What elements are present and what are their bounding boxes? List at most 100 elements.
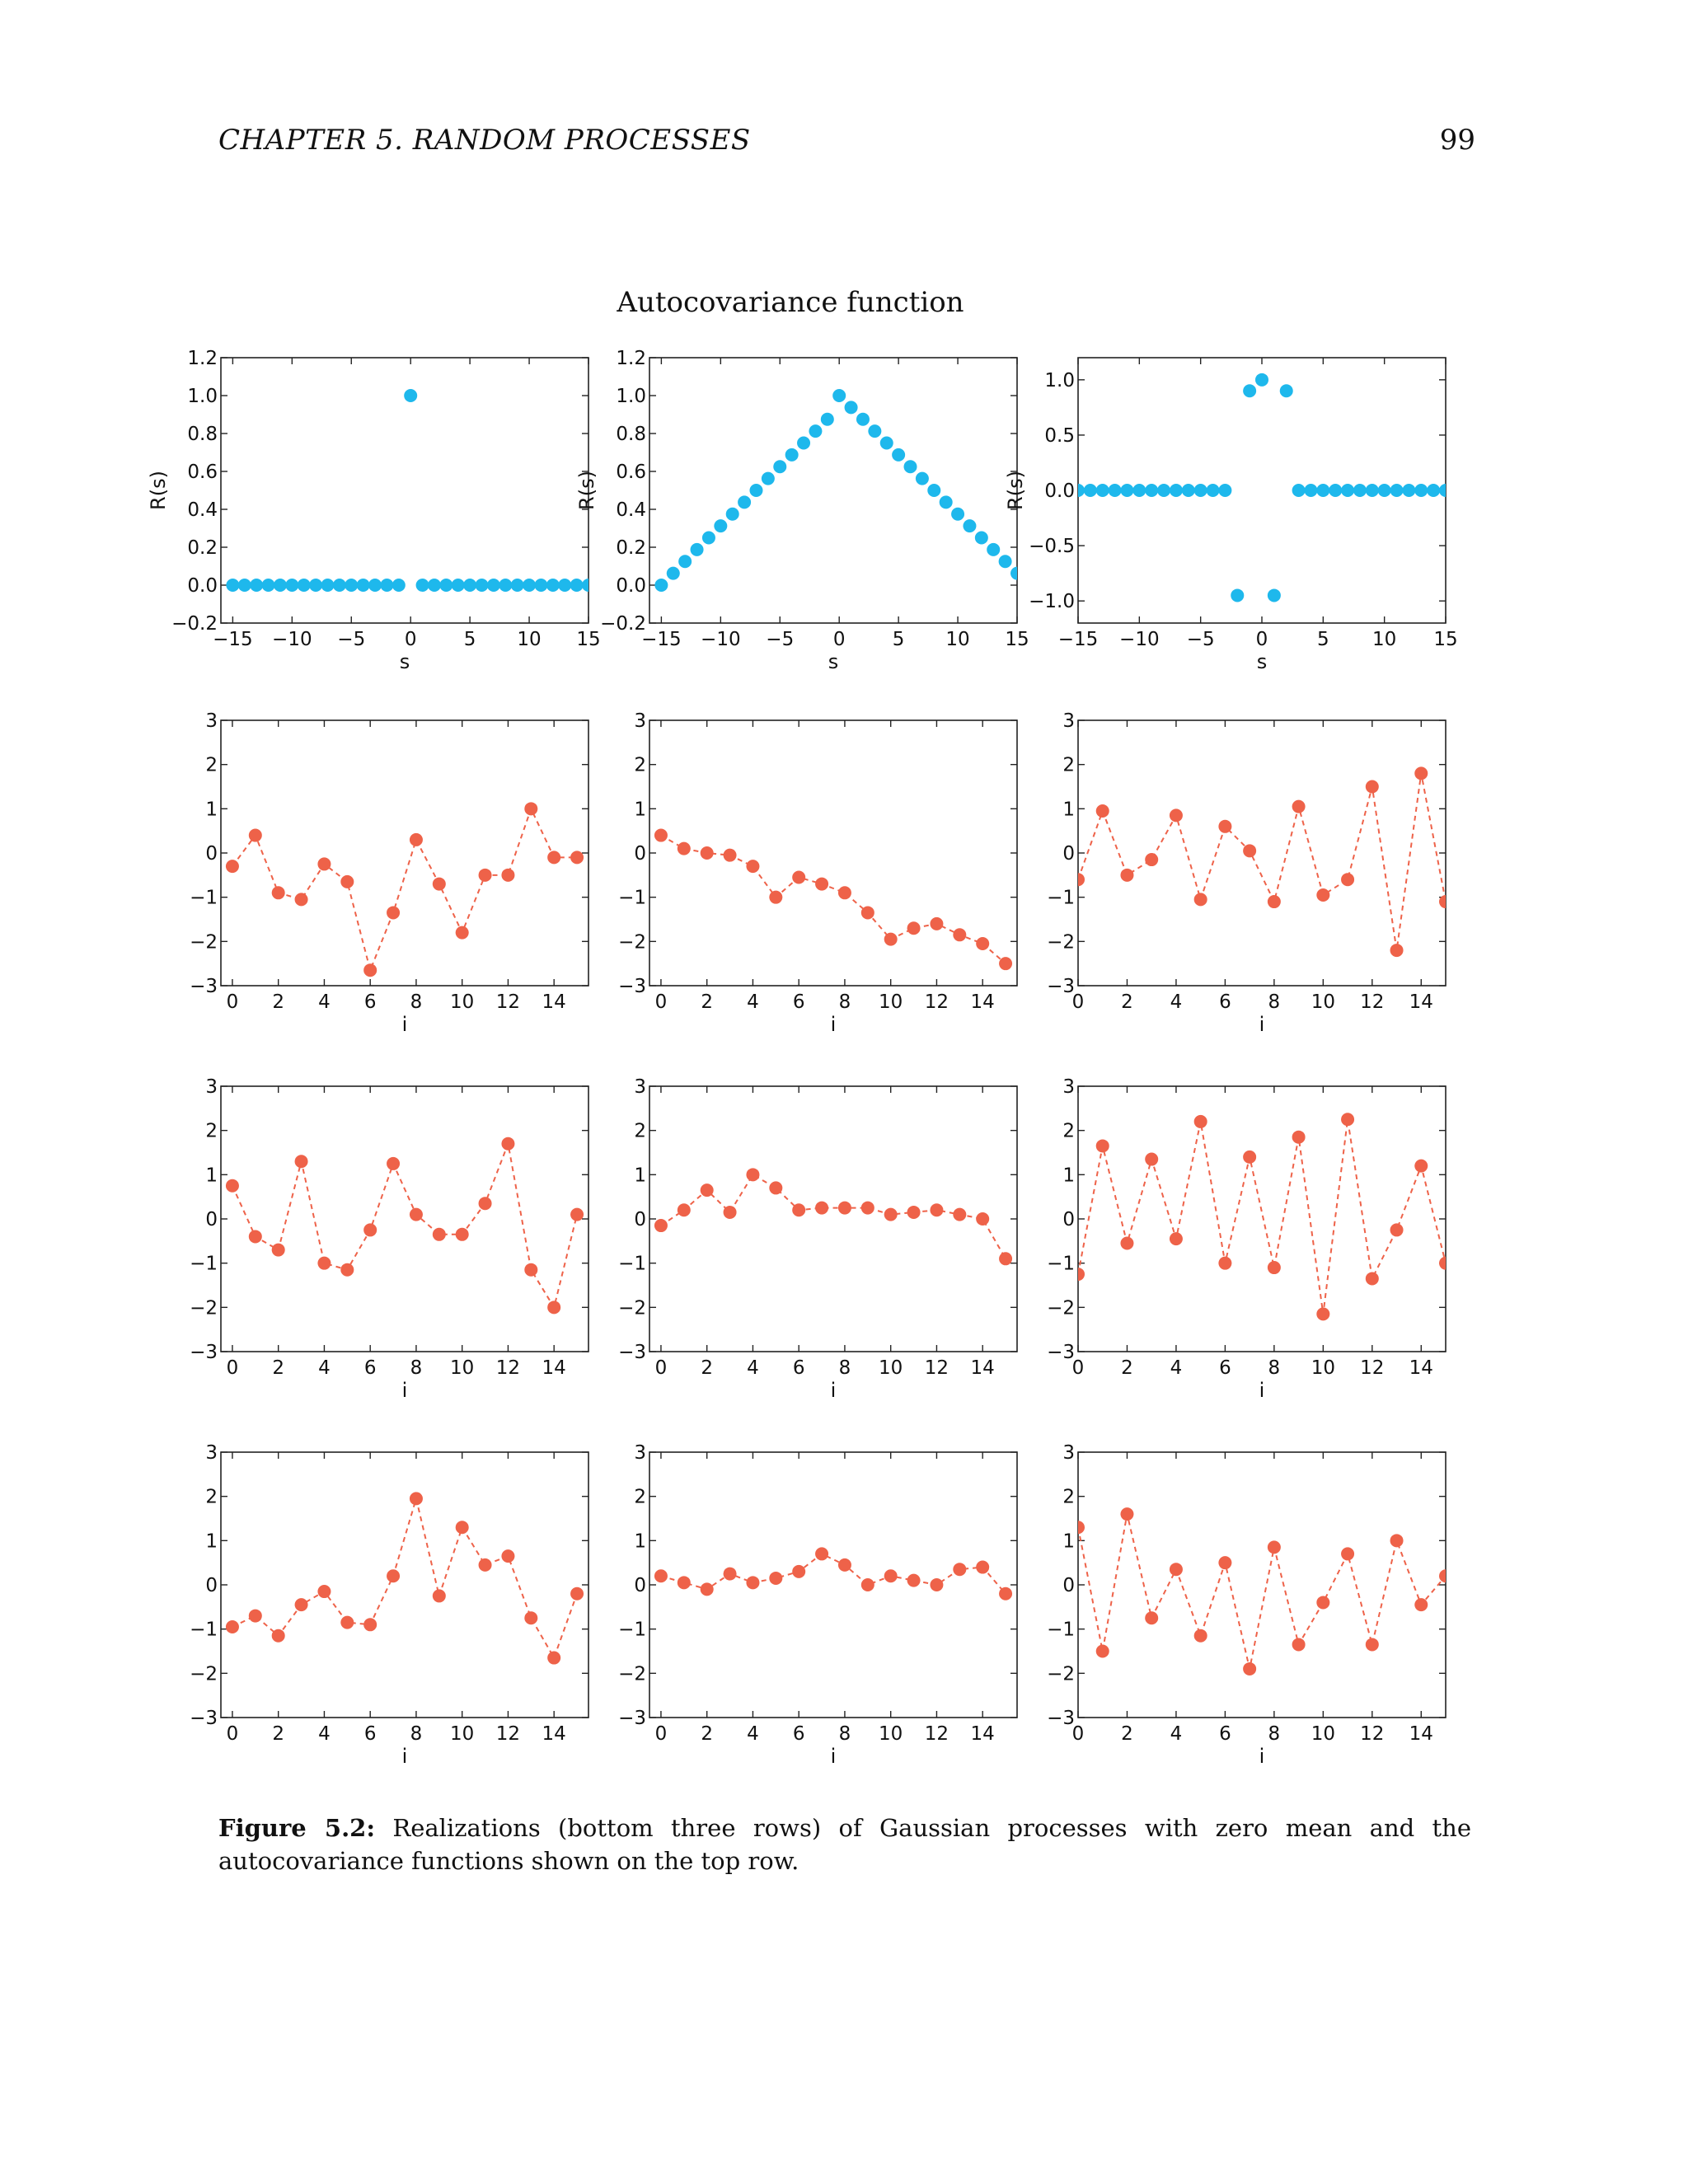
x-tick-label: 8 — [1268, 1357, 1281, 1379]
data-point — [927, 484, 941, 497]
y-tick-label: 3 — [1062, 1076, 1075, 1098]
x-tick-label: 0 — [655, 1357, 668, 1379]
data-point — [1145, 484, 1159, 497]
data-point — [285, 579, 299, 592]
data-point — [524, 802, 538, 816]
data-point — [392, 579, 406, 592]
x-tick-label: 8 — [1268, 991, 1281, 1013]
plot-area — [1078, 1113, 1446, 1321]
data-point — [1218, 1556, 1232, 1570]
data-point — [700, 1582, 714, 1596]
y-tick-label: 3 — [205, 1442, 218, 1464]
data-point — [953, 928, 967, 942]
x-axis-label: s — [828, 650, 839, 673]
data-point — [837, 1201, 851, 1215]
y-tick-label: 2 — [634, 1487, 646, 1508]
x-tick-label: −10 — [272, 629, 312, 650]
y-tick-label: 0.8 — [616, 424, 646, 445]
data-point — [409, 1207, 423, 1221]
x-tick-label: 14 — [1409, 1723, 1433, 1745]
x-tick-label: 0 — [1072, 1357, 1085, 1379]
data-point — [1083, 484, 1097, 497]
data-point — [510, 579, 524, 592]
data-point — [654, 579, 668, 592]
x-tick-label: 14 — [971, 1357, 995, 1379]
x-tick-label: −5 — [766, 629, 794, 650]
x-tick-label: 4 — [747, 1723, 759, 1745]
y-tick-label: −3 — [1047, 1342, 1075, 1363]
data-point — [1095, 804, 1109, 818]
data-point — [475, 579, 489, 592]
data-point — [1390, 1223, 1404, 1237]
x-axis-label: i — [402, 1013, 408, 1036]
plot-area — [654, 1168, 1013, 1266]
data-point — [1414, 1159, 1428, 1173]
data-point — [1243, 1661, 1257, 1675]
y-tick-label: −3 — [618, 1708, 646, 1729]
x-tick-label: 4 — [747, 1357, 759, 1379]
y-tick-label: −3 — [190, 1342, 218, 1363]
data-point — [404, 389, 418, 402]
x-tick-label: 6 — [1219, 991, 1231, 1013]
data-point — [792, 1203, 806, 1217]
data-point — [356, 579, 370, 592]
data-point — [225, 860, 239, 874]
x-tick-label: 6 — [1219, 1723, 1231, 1745]
data-point — [773, 460, 787, 474]
data-point — [1341, 1547, 1355, 1561]
data-point — [1157, 484, 1171, 497]
data-point — [317, 1256, 331, 1270]
data-point — [432, 877, 446, 891]
y-tick-label: −0.5 — [1029, 536, 1075, 557]
data-point — [837, 886, 851, 900]
data-point — [1279, 384, 1293, 398]
data-point — [1365, 484, 1379, 497]
data-point — [976, 1212, 990, 1226]
series-line — [232, 1495, 579, 1660]
data-point — [654, 828, 668, 842]
data-point — [340, 1615, 354, 1629]
y-axis-label: R(s) — [1004, 471, 1027, 510]
data-point — [432, 1589, 446, 1603]
x-tick-label: 8 — [839, 1357, 851, 1379]
x-tick-label: 5 — [1317, 629, 1329, 650]
x-axis-label: i — [1259, 1379, 1265, 1402]
x-tick-label: 6 — [364, 991, 377, 1013]
y-tick-label: 0.4 — [187, 499, 218, 521]
y-tick-label: −1 — [190, 888, 218, 909]
x-tick-label: −5 — [337, 629, 365, 650]
data-point — [746, 1168, 760, 1182]
y-tick-label: −0.2 — [600, 613, 646, 635]
data-point — [478, 1197, 492, 1211]
y-tick-label: 0.2 — [616, 537, 646, 559]
y-tick-label: 0.0 — [1044, 480, 1075, 502]
data-point — [1329, 484, 1343, 497]
plot-area — [225, 1492, 584, 1665]
y-tick-label: 2 — [1062, 755, 1075, 776]
x-tick-label: 10 — [1311, 1723, 1335, 1745]
data-point — [654, 1219, 668, 1233]
x-axis-label: i — [831, 1745, 837, 1768]
y-tick-label: −1 — [618, 1619, 646, 1641]
x-tick-label: 4 — [747, 991, 759, 1013]
x-tick-label: 12 — [496, 1723, 520, 1745]
y-tick-label: 1.0 — [1044, 370, 1075, 391]
x-tick-label: 10 — [450, 1723, 474, 1745]
x-tick-label: 10 — [879, 1357, 903, 1379]
data-point — [1304, 484, 1318, 497]
figure-suptitle: Autocovariance function — [616, 286, 964, 319]
data-point — [951, 507, 965, 521]
data-point — [297, 579, 311, 592]
y-tick-label: 0.8 — [187, 424, 218, 445]
x-tick-label: 8 — [839, 991, 851, 1013]
x-tick-label: 0 — [227, 1723, 239, 1745]
data-point — [1181, 484, 1195, 497]
data-point — [769, 890, 783, 904]
data-point — [225, 1179, 239, 1193]
x-tick-label: 12 — [1360, 1357, 1384, 1379]
data-point — [415, 579, 429, 592]
data-point — [907, 921, 921, 935]
data-point — [860, 906, 874, 920]
data-point — [547, 1651, 561, 1665]
data-point — [746, 1576, 760, 1590]
